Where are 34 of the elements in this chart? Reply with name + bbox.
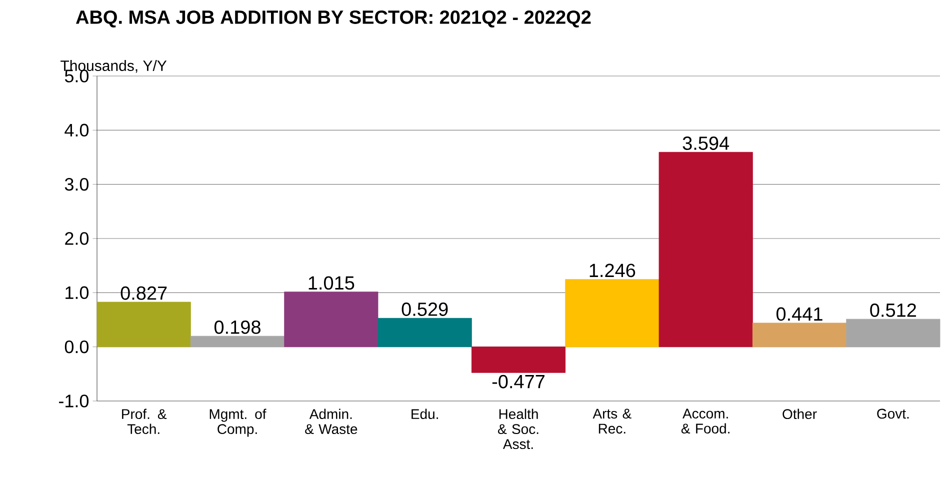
bar [565,279,660,348]
x-tick-label: Mgmt. of Comp. [210,408,266,437]
x-tick-label: Govt. [877,408,909,419]
x-tick-label: Edu. [412,408,438,420]
y-tick-label: 1.0 [66,286,89,300]
x-tick-label: Other [782,408,817,420]
data-label: -0.477 [492,374,544,388]
bar [752,322,847,348]
x-tick-label: Health & Soc. Asst. [498,408,538,450]
data-label: 3.594 [682,136,730,150]
bar [658,152,753,348]
y-tick-label: 4.0 [64,124,89,137]
data-label: 1.015 [308,276,354,290]
bar [846,318,940,348]
y-tick-label: -1.0 [59,394,89,408]
bar [284,292,378,348]
bar [96,302,191,348]
x-tick-label: Prof. & Tech. [122,408,167,434]
bar [190,336,285,348]
chart-title: ABQ. MSA JOB ADDITION BY SECTOR: 2021Q2 - 2022Q2 [76,10,591,28]
data-label: 0.441 [776,307,822,321]
y-tick-label: 3.0 [64,178,89,191]
data-label: 0.512 [870,303,916,317]
x-tick-label: Admin. & Waste [305,408,358,434]
x-tick-label: Accom. & Food. [681,408,730,434]
x-tick-label: Arts & Rec. [592,408,632,434]
bar [378,318,472,348]
data-label: 0.198 [214,320,260,334]
bar [471,346,566,373]
data-label: 1.246 [590,264,636,278]
data-label: 0.529 [402,302,448,316]
y-tick-label: 2.0 [65,232,89,245]
data-label: 0.827 [120,286,167,300]
y-tick-label: 0.0 [64,340,89,354]
